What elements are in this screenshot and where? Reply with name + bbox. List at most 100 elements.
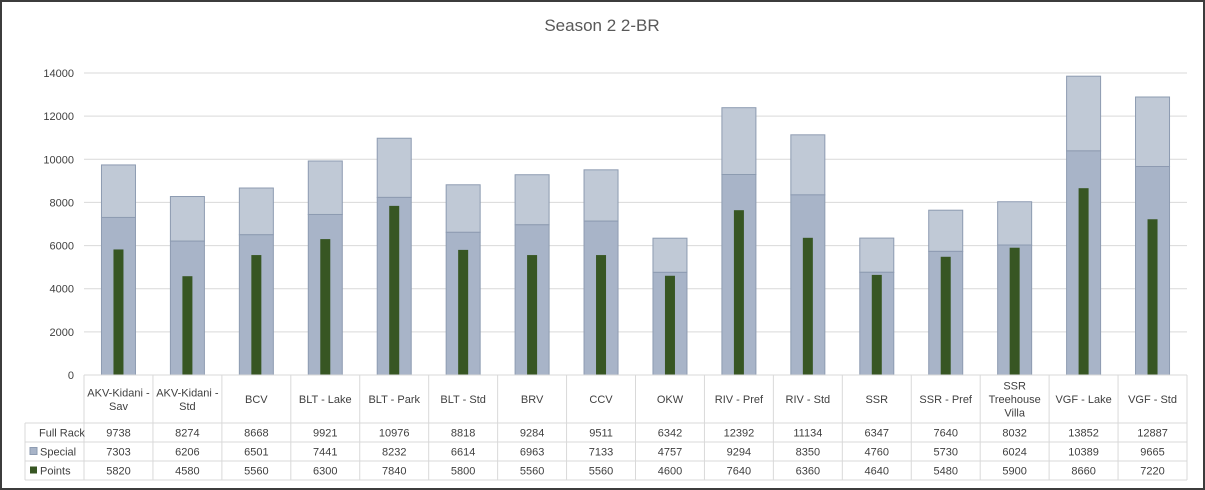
bar-full-rack xyxy=(100,164,136,218)
data-table-cell: 8350 xyxy=(796,447,820,459)
data-table-cell: 11134 xyxy=(793,428,822,440)
x-category-label: SSR xyxy=(865,394,888,406)
y-tick-label: 12000 xyxy=(43,111,74,123)
bar-full-rack xyxy=(1135,96,1171,168)
x-category-label: BLT - Park xyxy=(368,394,420,406)
data-table-cell: 7840 xyxy=(382,466,406,478)
x-category-label: RIV - Std xyxy=(786,394,831,406)
data-table-cell: 5900 xyxy=(1002,466,1026,478)
x-category-label: CCV xyxy=(589,394,613,406)
data-table-cell: 13852 xyxy=(1068,428,1099,440)
data-table-cell: 12392 xyxy=(724,428,755,440)
x-category-label: BCV xyxy=(245,394,268,406)
x-category-label: AKV-Kidani -Std xyxy=(156,387,219,413)
y-tick-label: 10000 xyxy=(43,154,74,166)
data-table-cell: 9511 xyxy=(589,428,613,440)
x-category-label: RIV - Pref xyxy=(715,394,764,406)
bar-points xyxy=(1147,219,1158,375)
chart-title: Season 2 2-BR xyxy=(544,16,659,35)
x-category-label: BRV xyxy=(521,394,544,406)
legend-series-label: Full Rack xyxy=(39,428,85,440)
x-category-label: OKW xyxy=(657,394,684,406)
data-table-cell: 8660 xyxy=(1071,466,1095,478)
x-category-label: SSR Treehouse Villa xyxy=(989,381,1041,420)
data-table-cell: 7220 xyxy=(1140,466,1164,478)
bar-points xyxy=(940,256,951,375)
data-table-cell: 9921 xyxy=(313,428,337,440)
bar-points xyxy=(596,255,607,375)
data-table-cell: 7303 xyxy=(106,447,130,459)
bar-full-rack xyxy=(790,134,826,196)
data-table-cell: 5560 xyxy=(520,466,544,478)
x-category-label: BLT - Lake xyxy=(299,394,352,406)
legend-key xyxy=(29,447,38,455)
data-table-cell: 9665 xyxy=(1140,447,1164,459)
data-table-cell: 4757 xyxy=(658,447,682,459)
data-table-cell: 10389 xyxy=(1068,447,1099,459)
data-table-cell: 5730 xyxy=(933,447,957,459)
bar-full-rack xyxy=(583,169,619,222)
bar-points xyxy=(389,205,400,375)
bar-full-rack xyxy=(169,196,205,242)
data-table-cell: 9284 xyxy=(520,428,544,440)
bar-points xyxy=(458,249,469,375)
x-category-label: VGF - Lake xyxy=(1055,394,1111,406)
x-category-label: AKV-Kidani -Sav xyxy=(87,387,150,413)
data-table-cell: 6963 xyxy=(520,447,544,459)
data-table-cell: 8232 xyxy=(382,447,406,459)
data-table-cell: 4640 xyxy=(865,466,889,478)
data-table-cell: 6342 xyxy=(658,428,682,440)
data-table-cell: 6347 xyxy=(865,428,889,440)
y-tick-label: 8000 xyxy=(50,197,74,209)
bar-points xyxy=(733,210,744,375)
y-tick-label: 0 xyxy=(68,370,74,382)
data-table-cell: 8032 xyxy=(1002,428,1026,440)
data-table-cell: 5560 xyxy=(589,466,613,478)
bar-points xyxy=(1078,188,1089,375)
bars xyxy=(100,75,1171,376)
legend-series-label: Points xyxy=(40,466,71,478)
data-table-cell: 7133 xyxy=(589,447,613,459)
bar-points xyxy=(664,275,675,375)
bar-full-rack xyxy=(445,184,481,233)
x-category-label: VGF - Std xyxy=(1128,394,1177,406)
data-table-cell: 7441 xyxy=(313,447,337,459)
bar-full-rack xyxy=(1066,75,1102,152)
data-table-cell: 5800 xyxy=(451,466,475,478)
data-table-cell: 9738 xyxy=(106,428,130,440)
data-table-cell: 6300 xyxy=(313,466,337,478)
bar-points xyxy=(871,274,882,375)
bar-full-rack xyxy=(928,209,964,252)
data-table-cell: 4600 xyxy=(658,466,682,478)
bar-full-rack xyxy=(376,137,412,198)
legend-series-label: Special xyxy=(40,447,76,459)
data-table-cell: 6024 xyxy=(1002,447,1026,459)
data-table-cell: 5560 xyxy=(244,466,268,478)
bar-full-rack xyxy=(238,187,274,236)
data-table-cell: 8274 xyxy=(175,428,199,440)
x-category-label: BLT - Std xyxy=(440,394,485,406)
bar-full-rack xyxy=(652,237,688,273)
bar-full-rack xyxy=(859,237,895,273)
data-table-cell: 5480 xyxy=(933,466,957,478)
data-table-cell: 8818 xyxy=(451,428,475,440)
y-axis-ticks: 0 2000 4000 6000 8000 10000 12000 14000 xyxy=(43,68,74,382)
bar-points xyxy=(802,237,813,375)
y-tick-label: 14000 xyxy=(43,68,74,80)
bar-points xyxy=(182,276,193,375)
data-table-cell: 7640 xyxy=(727,466,751,478)
bar-points xyxy=(527,255,538,375)
data-table-cell: 6614 xyxy=(451,447,475,459)
legend-key xyxy=(30,466,37,474)
bar-points xyxy=(113,249,124,375)
data-table-cell: 8668 xyxy=(244,428,268,440)
data-table-cell: 10976 xyxy=(379,428,410,440)
data-table-cell: 7640 xyxy=(933,428,957,440)
bar-full-rack xyxy=(997,201,1033,246)
bar-full-rack xyxy=(514,174,550,226)
y-tick-label: 4000 xyxy=(50,284,74,296)
y-tick-label: 6000 xyxy=(50,241,74,253)
data-table-cell: 6501 xyxy=(244,447,268,459)
